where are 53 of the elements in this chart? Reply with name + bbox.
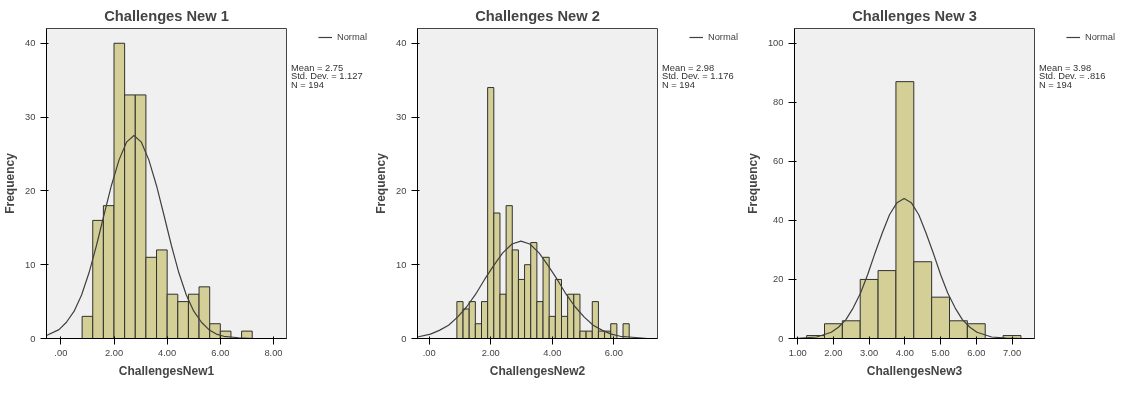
y-axis-title: Frequency xyxy=(374,152,389,214)
y-tick-label: 30 xyxy=(396,112,407,123)
y-tick-label: 10 xyxy=(396,259,407,270)
text: Mean = 3.98 xyxy=(1038,62,1092,73)
y-tick-label: 0 xyxy=(778,333,784,344)
text: Std. Dev. = 1.127 xyxy=(290,71,363,82)
x-tick-label: 1.00 xyxy=(788,347,807,358)
legend-label: Normal xyxy=(1084,32,1115,42)
chart-title: Challenges New 1 xyxy=(104,7,229,24)
chart-title: Challenges New 2 xyxy=(475,7,600,24)
x-tick-label: 4.00 xyxy=(543,347,562,358)
legend-label: Normal xyxy=(336,32,367,42)
y-tick-label: 20 xyxy=(773,274,784,285)
x-tick-label: .00 xyxy=(422,347,436,358)
x-tick-label: 2.00 xyxy=(481,347,500,358)
x-axis-title: ChallengesNew2 xyxy=(489,363,586,378)
legend-label: Normal xyxy=(707,32,738,42)
x-tick-label: 5.00 xyxy=(931,347,950,358)
x-tick-label: 6.00 xyxy=(211,347,230,358)
text: Mean = 2.98 xyxy=(661,62,715,73)
y-tick-label: 100 xyxy=(767,38,784,49)
text: N = 194 xyxy=(661,80,695,91)
y-tick-label: 60 xyxy=(773,156,784,167)
x-tick-label: 3.00 xyxy=(860,347,879,358)
y-tick-label: 40 xyxy=(396,38,407,49)
x-tick-label: 4.00 xyxy=(158,347,177,358)
text: Std. Dev. = .816 xyxy=(1038,71,1106,82)
y-tick-label: 20 xyxy=(396,185,407,196)
x-tick-label: 2.00 xyxy=(824,347,843,358)
text: N = 194 xyxy=(1038,80,1072,91)
x-tick-label: 6.00 xyxy=(967,347,986,358)
chart-title: Challenges New 3 xyxy=(852,7,977,24)
y-tick-label: 40 xyxy=(25,38,36,49)
y-axis-title: Frequency xyxy=(745,152,760,214)
y-tick-label: 0 xyxy=(401,333,407,344)
y-tick-label: 10 xyxy=(25,259,36,270)
text: Std. Dev. = 1.176 xyxy=(661,71,734,82)
x-tick-label: 4.00 xyxy=(895,347,914,358)
x-tick-label: 8.00 xyxy=(264,347,283,358)
x-tick-label: 2.00 xyxy=(104,347,124,358)
x-tick-label: 7.00 xyxy=(1002,347,1022,358)
x-axis-title: ChallengesNew1 xyxy=(118,363,215,378)
y-tick-label: 30 xyxy=(25,112,36,123)
y-tick-label: 0 xyxy=(30,333,36,344)
y-tick-label: 80 xyxy=(773,97,784,108)
x-axis-title: ChallengesNew3 xyxy=(866,363,963,378)
y-tick-label: 40 xyxy=(773,215,784,226)
text: Mean = 2.75 xyxy=(290,62,344,73)
x-tick-label: 6.00 xyxy=(604,347,623,358)
y-axis-title: Frequency xyxy=(3,152,18,214)
x-tick-label: .00 xyxy=(54,347,68,358)
text: N = 194 xyxy=(290,80,324,91)
y-tick-label: 20 xyxy=(25,185,36,196)
